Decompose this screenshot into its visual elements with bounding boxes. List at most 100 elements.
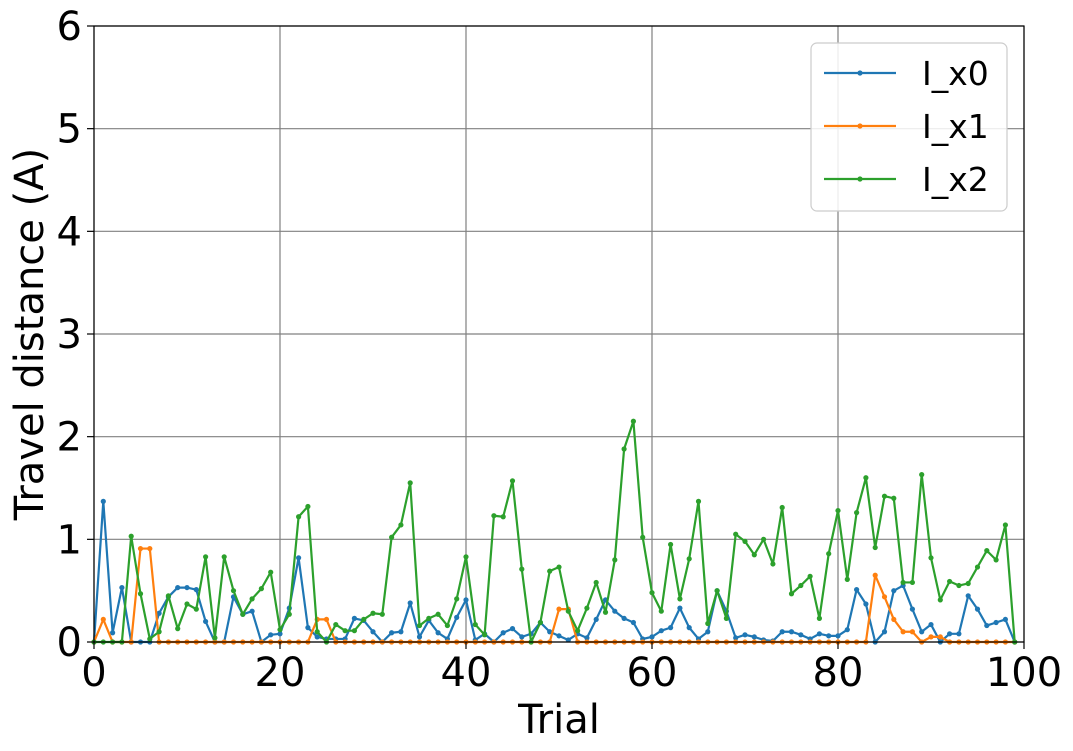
data-point <box>575 628 581 634</box>
grid <box>93 25 1025 643</box>
data-point <box>816 631 823 637</box>
data-point <box>640 534 646 540</box>
data-point <box>649 634 655 640</box>
data-point <box>296 514 302 520</box>
data-point <box>193 587 199 593</box>
x-tick-label: 60 <box>627 650 678 696</box>
data-point <box>761 536 767 542</box>
data-point <box>891 588 897 594</box>
data-point <box>993 557 999 563</box>
data-point <box>658 628 664 634</box>
data-point <box>249 596 255 602</box>
data-point <box>203 618 209 625</box>
data-point <box>258 586 264 592</box>
data-point <box>1002 522 1009 528</box>
series-line <box>94 420 1016 644</box>
data-point <box>407 600 413 606</box>
data-point <box>779 629 785 635</box>
data-point <box>249 608 255 614</box>
data-point <box>733 635 739 641</box>
data-point <box>928 634 934 640</box>
y-tick-label: 4 <box>57 209 82 255</box>
data-point <box>593 616 599 623</box>
x-axis-label: Trial <box>517 697 600 743</box>
data-point <box>119 584 125 591</box>
data-point <box>872 572 878 578</box>
series-i-x0 <box>91 498 1018 645</box>
data-point <box>212 635 218 641</box>
data-point <box>482 632 488 638</box>
data-point <box>909 629 916 635</box>
data-point <box>909 606 916 612</box>
data-point <box>221 554 227 560</box>
data-point <box>742 632 748 638</box>
data-point <box>165 593 171 599</box>
data-point <box>110 630 116 636</box>
data-point <box>844 576 850 582</box>
data-point <box>854 587 860 593</box>
data-point <box>798 632 804 638</box>
data-point <box>230 588 237 594</box>
data-point <box>509 626 516 632</box>
data-point <box>351 615 357 621</box>
data-point <box>240 611 246 617</box>
y-tick-label: 2 <box>57 415 82 461</box>
data-point <box>175 584 181 591</box>
x-tick-label: 0 <box>81 650 106 696</box>
data-point <box>733 531 739 537</box>
data-point <box>314 629 320 635</box>
data-point <box>156 610 162 616</box>
y-tick-label: 0 <box>57 620 82 666</box>
data-point <box>900 629 906 635</box>
data-point <box>389 534 395 540</box>
data-point <box>147 545 153 552</box>
data-point <box>463 554 469 560</box>
data-point <box>900 579 906 586</box>
legend-marker <box>857 70 863 76</box>
legend-entries: I_x0 I_x1 I_x2 <box>824 54 989 199</box>
series-line <box>92 500 1016 644</box>
data-point <box>137 545 144 552</box>
data-point <box>863 475 869 481</box>
data-point <box>881 629 888 635</box>
data-point <box>723 615 730 621</box>
data-point <box>556 564 562 570</box>
data-point <box>854 510 860 516</box>
data-point <box>342 628 348 634</box>
data-point <box>184 601 190 607</box>
legend-label: I_x0 <box>922 54 989 93</box>
data-point <box>370 629 376 635</box>
data-point <box>519 566 525 572</box>
data-point <box>835 507 841 514</box>
data-point <box>314 634 320 640</box>
data-point <box>956 631 962 637</box>
data-point <box>779 504 785 511</box>
data-point <box>323 616 330 623</box>
data-point <box>984 548 990 554</box>
data-point <box>928 555 934 561</box>
data-point <box>677 605 683 611</box>
data-point <box>919 629 925 635</box>
data-point <box>435 630 441 636</box>
data-point <box>872 544 878 551</box>
data-point <box>556 633 562 639</box>
data-point <box>863 601 869 607</box>
data-point <box>695 498 702 504</box>
x-tick-label: 100 <box>986 650 1062 696</box>
data-point <box>351 628 357 634</box>
data-point <box>305 625 311 631</box>
data-point <box>128 533 134 539</box>
data-point <box>370 610 376 616</box>
data-point <box>537 619 544 626</box>
data-point <box>612 608 618 614</box>
data-point <box>668 625 674 631</box>
data-point <box>742 538 748 544</box>
data-point <box>714 588 720 594</box>
data-point <box>454 614 460 620</box>
data-point <box>947 631 953 637</box>
data-point <box>333 621 339 628</box>
data-point <box>928 621 934 628</box>
y-tick-label: 6 <box>57 4 82 50</box>
data-point <box>193 606 199 612</box>
